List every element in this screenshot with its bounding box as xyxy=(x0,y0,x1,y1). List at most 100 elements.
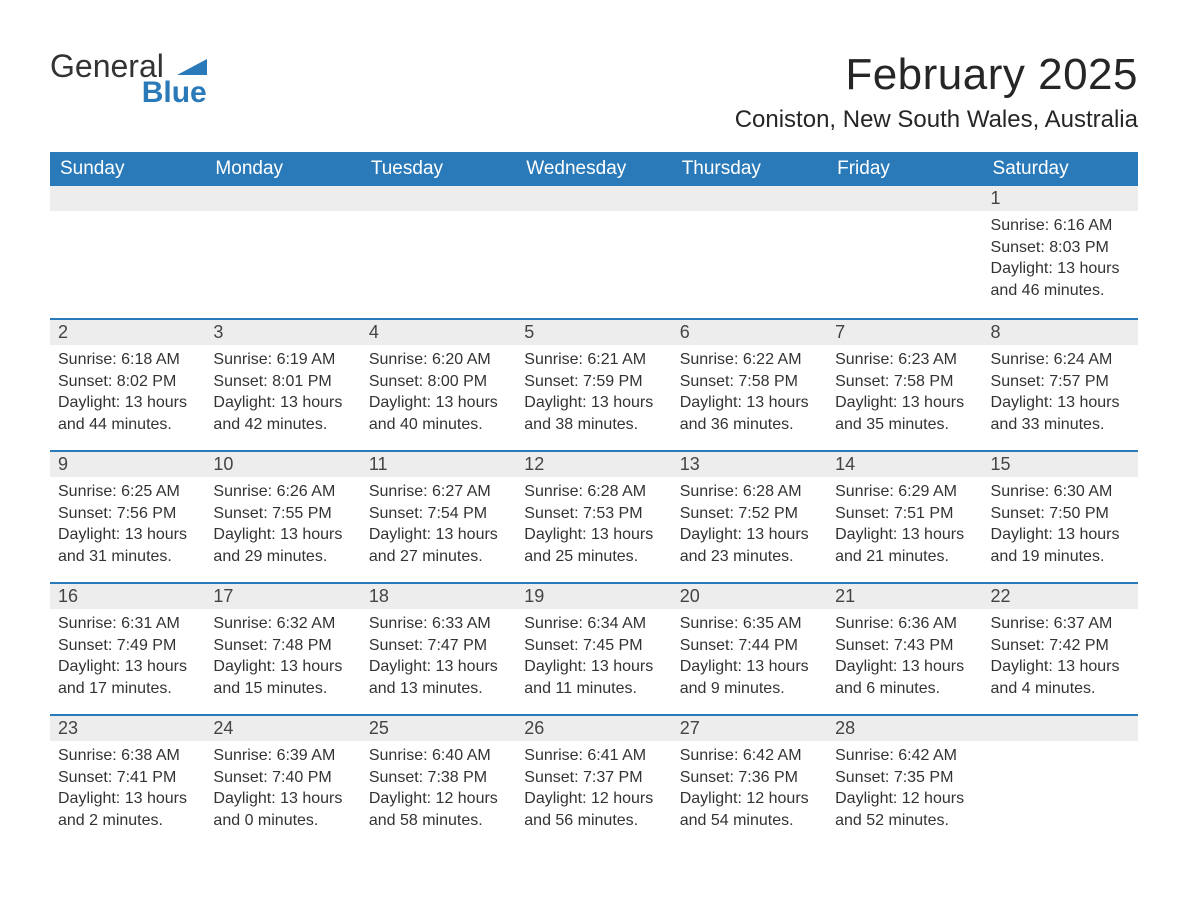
day-daylight2: and 42 minutes. xyxy=(213,414,352,436)
day-sunset: Sunset: 7:57 PM xyxy=(991,371,1130,393)
day-cell xyxy=(50,186,205,318)
day-body: Sunrise: 6:26 AMSunset: 7:55 PMDaylight:… xyxy=(205,477,360,577)
day-cell: 9Sunrise: 6:25 AMSunset: 7:56 PMDaylight… xyxy=(50,452,205,582)
dow-cell: Friday xyxy=(827,152,982,186)
day-daylight2: and 23 minutes. xyxy=(680,546,819,568)
title-location: Coniston, New South Wales, Australia xyxy=(735,106,1138,134)
day-number xyxy=(672,186,827,211)
logo-text-block: General Blue xyxy=(50,50,207,108)
day-number: 18 xyxy=(361,584,516,609)
day-daylight1: Daylight: 13 hours xyxy=(835,656,974,678)
day-daylight2: and 36 minutes. xyxy=(680,414,819,436)
day-body: Sunrise: 6:18 AMSunset: 8:02 PMDaylight:… xyxy=(50,345,205,445)
day-number: 3 xyxy=(205,320,360,345)
dow-cell: Sunday xyxy=(50,152,205,186)
day-number: 14 xyxy=(827,452,982,477)
day-sunrise: Sunrise: 6:32 AM xyxy=(213,613,352,635)
day-number: 23 xyxy=(50,716,205,741)
day-sunset: Sunset: 7:50 PM xyxy=(991,503,1130,525)
day-body: Sunrise: 6:29 AMSunset: 7:51 PMDaylight:… xyxy=(827,477,982,577)
day-daylight2: and 13 minutes. xyxy=(369,678,508,700)
day-body: Sunrise: 6:42 AMSunset: 7:36 PMDaylight:… xyxy=(672,741,827,841)
day-sunrise: Sunrise: 6:28 AM xyxy=(524,481,663,503)
day-sunset: Sunset: 7:35 PM xyxy=(835,767,974,789)
day-number xyxy=(205,186,360,211)
day-daylight1: Daylight: 13 hours xyxy=(369,524,508,546)
day-cell: 23Sunrise: 6:38 AMSunset: 7:41 PMDayligh… xyxy=(50,716,205,846)
day-daylight2: and 21 minutes. xyxy=(835,546,974,568)
day-body: Sunrise: 6:27 AMSunset: 7:54 PMDaylight:… xyxy=(361,477,516,577)
day-sunrise: Sunrise: 6:26 AM xyxy=(213,481,352,503)
day-sunrise: Sunrise: 6:39 AM xyxy=(213,745,352,767)
day-number: 28 xyxy=(827,716,982,741)
day-sunset: Sunset: 8:01 PM xyxy=(213,371,352,393)
day-sunrise: Sunrise: 6:30 AM xyxy=(991,481,1130,503)
day-number: 8 xyxy=(983,320,1138,345)
day-body: Sunrise: 6:28 AMSunset: 7:52 PMDaylight:… xyxy=(672,477,827,577)
day-sunrise: Sunrise: 6:27 AM xyxy=(369,481,508,503)
day-daylight1: Daylight: 13 hours xyxy=(991,392,1130,414)
day-sunrise: Sunrise: 6:18 AM xyxy=(58,349,197,371)
day-cell: 1Sunrise: 6:16 AMSunset: 8:03 PMDaylight… xyxy=(983,186,1138,318)
day-daylight2: and 29 minutes. xyxy=(213,546,352,568)
day-daylight1: Daylight: 13 hours xyxy=(213,524,352,546)
day-daylight2: and 54 minutes. xyxy=(680,810,819,832)
day-sunset: Sunset: 7:59 PM xyxy=(524,371,663,393)
day-sunrise: Sunrise: 6:36 AM xyxy=(835,613,974,635)
dow-cell: Thursday xyxy=(672,152,827,186)
day-daylight2: and 31 minutes. xyxy=(58,546,197,568)
day-body: Sunrise: 6:23 AMSunset: 7:58 PMDaylight:… xyxy=(827,345,982,445)
day-daylight2: and 25 minutes. xyxy=(524,546,663,568)
day-daylight1: Daylight: 12 hours xyxy=(680,788,819,810)
day-cell: 5Sunrise: 6:21 AMSunset: 7:59 PMDaylight… xyxy=(516,320,671,450)
day-body: Sunrise: 6:16 AMSunset: 8:03 PMDaylight:… xyxy=(983,211,1138,311)
day-number: 13 xyxy=(672,452,827,477)
day-cell xyxy=(827,186,982,318)
day-daylight1: Daylight: 13 hours xyxy=(58,392,197,414)
dow-cell: Tuesday xyxy=(361,152,516,186)
day-body: Sunrise: 6:40 AMSunset: 7:38 PMDaylight:… xyxy=(361,741,516,841)
day-daylight1: Daylight: 13 hours xyxy=(991,524,1130,546)
day-number: 15 xyxy=(983,452,1138,477)
day-cell: 14Sunrise: 6:29 AMSunset: 7:51 PMDayligh… xyxy=(827,452,982,582)
day-daylight1: Daylight: 13 hours xyxy=(369,392,508,414)
day-cell: 15 Sunrise: 6:30 AMSunset: 7:50 PMDayligh… xyxy=(983,452,1138,582)
title-month-year: February 2025 xyxy=(735,50,1138,100)
day-cell: 6Sunrise: 6:22 AMSunset: 7:58 PMDaylight… xyxy=(672,320,827,450)
calendar: SundayMondayTuesdayWednesdayThursdayFrid… xyxy=(50,152,1138,846)
day-sunset: Sunset: 7:43 PM xyxy=(835,635,974,657)
day-daylight1: Daylight: 13 hours xyxy=(213,392,352,414)
day-daylight1: Daylight: 13 hours xyxy=(58,788,197,810)
day-sunrise: Sunrise: 6:21 AM xyxy=(524,349,663,371)
day-cell: 16Sunrise: 6:31 AMSunset: 7:49 PMDayligh… xyxy=(50,584,205,714)
day-daylight1: Daylight: 13 hours xyxy=(369,656,508,678)
day-body: Sunrise: 6:34 AMSunset: 7:45 PMDaylight:… xyxy=(516,609,671,709)
day-sunrise: Sunrise: 6:31 AM xyxy=(58,613,197,635)
day-number: 2 xyxy=(50,320,205,345)
day-cell: 18Sunrise: 6:33 AMSunset: 7:47 PMDayligh… xyxy=(361,584,516,714)
day-cell: 24Sunrise: 6:39 AMSunset: 7:40 PMDayligh… xyxy=(205,716,360,846)
week-row: 1Sunrise: 6:16 AMSunset: 8:03 PMDaylight… xyxy=(50,186,1138,318)
day-number xyxy=(361,186,516,211)
day-number xyxy=(516,186,671,211)
day-cell: 10Sunrise: 6:26 AMSunset: 7:55 PMDayligh… xyxy=(205,452,360,582)
day-number: 24 xyxy=(205,716,360,741)
day-cell: 12Sunrise: 6:28 AMSunset: 7:53 PMDayligh… xyxy=(516,452,671,582)
day-sunrise: Sunrise: 6:19 AM xyxy=(213,349,352,371)
day-number: 6 xyxy=(672,320,827,345)
day-daylight1: Daylight: 13 hours xyxy=(58,524,197,546)
day-daylight1: Daylight: 13 hours xyxy=(58,656,197,678)
day-of-week-header: SundayMondayTuesdayWednesdayThursdayFrid… xyxy=(50,152,1138,186)
day-cell: 28Sunrise: 6:42 AMSunset: 7:35 PMDayligh… xyxy=(827,716,982,846)
day-sunrise: Sunrise: 6:42 AM xyxy=(680,745,819,767)
day-sunset: Sunset: 8:00 PM xyxy=(369,371,508,393)
day-number: 5 xyxy=(516,320,671,345)
week-row: 2Sunrise: 6:18 AMSunset: 8:02 PMDaylight… xyxy=(50,318,1138,450)
day-sunrise: Sunrise: 6:37 AM xyxy=(991,613,1130,635)
day-sunset: Sunset: 8:03 PM xyxy=(991,237,1130,259)
day-daylight2: and 35 minutes. xyxy=(835,414,974,436)
day-body: Sunrise: 6:33 AMSunset: 7:47 PMDaylight:… xyxy=(361,609,516,709)
day-daylight1: Daylight: 13 hours xyxy=(680,392,819,414)
dow-cell: Monday xyxy=(205,152,360,186)
day-sunrise: Sunrise: 6:16 AM xyxy=(991,215,1130,237)
